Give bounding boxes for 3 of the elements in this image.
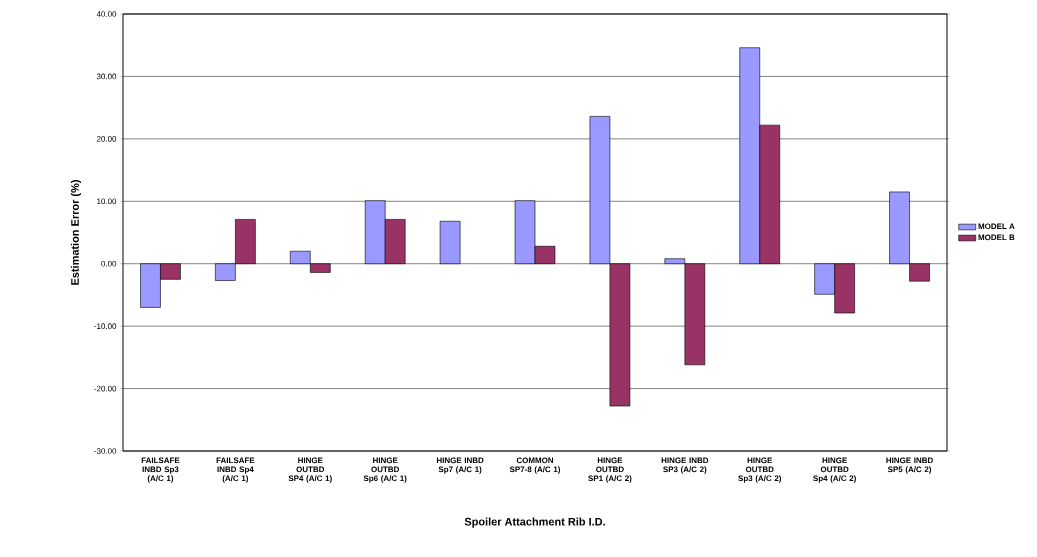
x-axis-title: Spoiler Attachment Rib I.D. — [464, 517, 605, 528]
bar — [439, 220, 461, 265]
y-axis-title: Estimation Error (%) — [70, 180, 82, 285]
